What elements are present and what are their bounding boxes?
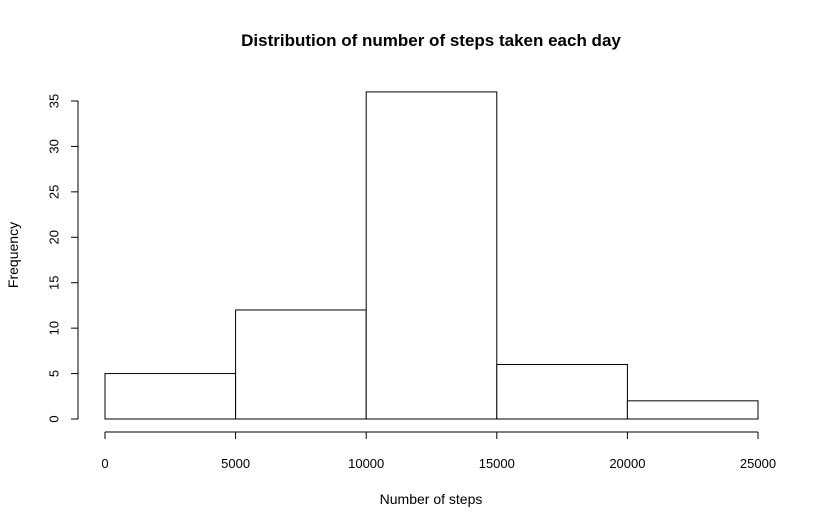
y-tick-label: 15 — [47, 275, 62, 289]
chart-title: Distribution of number of steps taken ea… — [241, 31, 621, 50]
y-tick-label: 35 — [47, 94, 62, 108]
y-axis: 0 5 10 15 20 25 30 35 — [47, 94, 79, 423]
y-tick-label: 5 — [47, 370, 62, 377]
x-tick-label: 25000 — [740, 456, 776, 471]
histogram-bar — [626, 400, 759, 420]
histogram-bar — [235, 309, 367, 420]
y-tick-label: 20 — [47, 230, 62, 244]
y-tick-label: 10 — [47, 321, 62, 335]
y-tick-label: 30 — [47, 139, 62, 153]
x-tick-label: 15000 — [479, 456, 515, 471]
y-axis-label: Frequency — [5, 222, 21, 288]
x-tick-label: 5000 — [221, 456, 250, 471]
y-tick-label: 0 — [47, 415, 62, 422]
x-tick-label: 0 — [101, 456, 108, 471]
histogram-bars — [104, 91, 759, 420]
x-axis-label: Number of steps — [380, 491, 483, 507]
x-tick-label: 20000 — [609, 456, 645, 471]
x-tick-label: 10000 — [348, 456, 384, 471]
x-axis: 0 5000 10000 15000 20000 25000 — [101, 431, 776, 471]
y-tick-label: 25 — [47, 185, 62, 199]
histogram-bar — [365, 91, 498, 420]
histogram-bar — [496, 363, 628, 420]
histogram-bar — [104, 373, 237, 420]
